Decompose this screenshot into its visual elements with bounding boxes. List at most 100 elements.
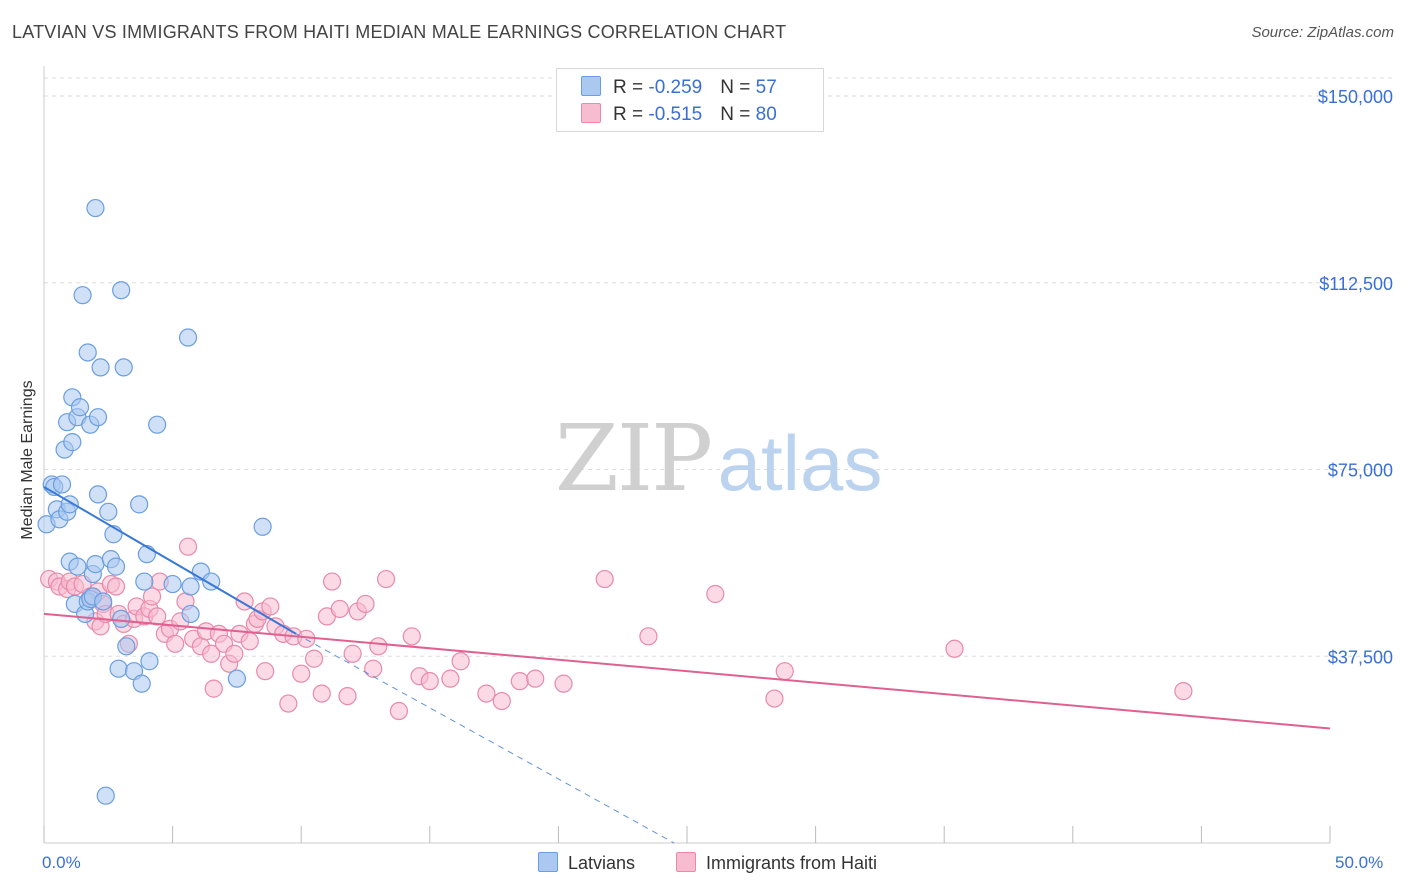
- latvian-point-46: [140, 652, 159, 671]
- latvians-r-value: -0.259: [648, 77, 703, 98]
- latvian-point-14: [68, 557, 87, 576]
- y-tick-label-2: $112,500: [1319, 274, 1393, 294]
- haiti-point-57: [322, 572, 342, 591]
- latvians-swatch-icon: [581, 76, 601, 96]
- latvian-point-29: [91, 358, 110, 377]
- latvian-point-45: [137, 545, 156, 564]
- latvian-point-35: [106, 557, 126, 576]
- x-tick-label-min: 0.0%: [42, 853, 81, 872]
- haiti-point-82: [945, 639, 964, 658]
- latvian-point-16: [70, 398, 90, 417]
- haiti-point-30: [178, 537, 198, 556]
- haiti-r-label: R =: [613, 104, 649, 125]
- latvian-point-37: [112, 609, 131, 629]
- legend-label-latvians: Latvians: [568, 853, 636, 873]
- haiti-point-80: [765, 689, 784, 708]
- haiti-point-66: [389, 701, 409, 721]
- haiti-point-78: [639, 627, 658, 646]
- latvian-point-26: [86, 555, 105, 574]
- haiti-point-73: [492, 691, 511, 711]
- legend-label-haiti: Immigrants from Haiti: [706, 853, 878, 873]
- haiti-point-52: [292, 664, 311, 683]
- latvian-point-47: [148, 415, 167, 434]
- latvian-point-17: [73, 286, 92, 305]
- latvian-point-55: [253, 517, 272, 536]
- haiti-point-54: [304, 649, 324, 668]
- latvians-legend-icon: [538, 852, 558, 872]
- latvian-point-11: [63, 433, 82, 452]
- haiti-point-75: [526, 669, 545, 688]
- stats-legend-haiti: R = -0.515 N = 80: [581, 103, 777, 126]
- y-tick-label-3: $150,000: [1318, 87, 1393, 107]
- latvian-point-40: [117, 637, 136, 656]
- watermark: ZIP atlas: [555, 405, 882, 512]
- haiti-point-22: [142, 587, 162, 606]
- haiti-point-42: [240, 632, 259, 651]
- haiti-r-value: -0.515: [648, 104, 703, 125]
- trend-lines: [43, 486, 1331, 844]
- stats-legend-latvians: R = -0.259 N = 57: [581, 76, 777, 99]
- haiti-point-81: [775, 662, 794, 681]
- y-tick-label-0: $37,500: [1328, 647, 1393, 667]
- legend-item-latvians[interactable]: Latvians: [538, 852, 635, 874]
- latvian-point-25: [86, 198, 105, 218]
- haiti-point-77: [595, 569, 614, 589]
- haiti-point-76: [554, 674, 573, 693]
- latvian-point-32: [99, 502, 118, 521]
- source-label: Source: ZipAtlas.com: [1251, 24, 1394, 41]
- haiti-point-59: [338, 686, 357, 706]
- haiti-trend-line: [43, 612, 1331, 730]
- latvian-point-27: [88, 485, 108, 504]
- axes: [43, 66, 1331, 844]
- y-axis-label: Median Male Earnings: [19, 380, 36, 540]
- latvian-point-31: [96, 786, 115, 805]
- latvian-point-48: [163, 574, 182, 594]
- chart-title: LATVIAN VS IMMIGRANTS FROM HAITI MEDIAN …: [12, 22, 787, 42]
- latvian-point-51: [181, 577, 200, 596]
- latvians-trend-line: [43, 486, 297, 635]
- latvian-point-42: [130, 495, 149, 514]
- y-tick-labels: $37,500 $75,000 $112,500 $150,000: [1318, 87, 1393, 667]
- haiti-point-47: [261, 597, 280, 616]
- haiti-point-39: [225, 644, 244, 663]
- latvian-points: [37, 198, 272, 805]
- haiti-point-46: [256, 662, 275, 681]
- latvians-r-label: R =: [613, 77, 649, 98]
- haiti-point-67: [402, 627, 421, 646]
- grid-lines: [44, 77, 1392, 657]
- latvian-point-20: [78, 343, 97, 362]
- haiti-n-value: 80: [755, 104, 777, 125]
- haiti-point-14: [106, 577, 126, 596]
- haiti-point-74: [510, 672, 529, 691]
- haiti-point-63: [364, 659, 383, 678]
- latvian-point-5: [52, 475, 72, 494]
- haiti-swatch-icon: [581, 103, 601, 123]
- latvian-point-49: [178, 328, 198, 347]
- haiti-point-79: [706, 584, 725, 604]
- latvian-point-28: [88, 408, 108, 427]
- latvian-point-30: [94, 592, 113, 611]
- latvians-n-value: 57: [755, 77, 777, 98]
- haiti-point-72: [477, 684, 496, 703]
- haiti-point-60: [343, 644, 362, 663]
- watermark-zip: ZIP: [555, 405, 711, 512]
- haiti-point-65: [376, 569, 396, 589]
- haiti-point-34: [202, 644, 221, 663]
- haiti-point-70: [441, 669, 460, 688]
- haiti-point-69: [420, 672, 439, 691]
- haiti-point-64: [369, 637, 388, 656]
- latvian-point-36: [109, 659, 128, 678]
- y-tick-label-1: $75,000: [1328, 461, 1393, 481]
- haiti-point-83: [1174, 682, 1193, 701]
- haiti-point-50: [279, 694, 298, 713]
- latvian-point-43: [132, 674, 151, 693]
- latvian-point-44: [135, 572, 154, 591]
- latvian-point-39: [114, 358, 133, 377]
- haiti-legend-icon: [676, 852, 696, 872]
- x-tick-label-max: 50.0%: [1335, 853, 1384, 872]
- haiti-point-27: [166, 634, 185, 653]
- latvian-point-50: [181, 604, 200, 624]
- legend-item-haiti[interactable]: Immigrants from Haiti: [676, 852, 877, 874]
- haiti-n-label: N =: [720, 104, 756, 125]
